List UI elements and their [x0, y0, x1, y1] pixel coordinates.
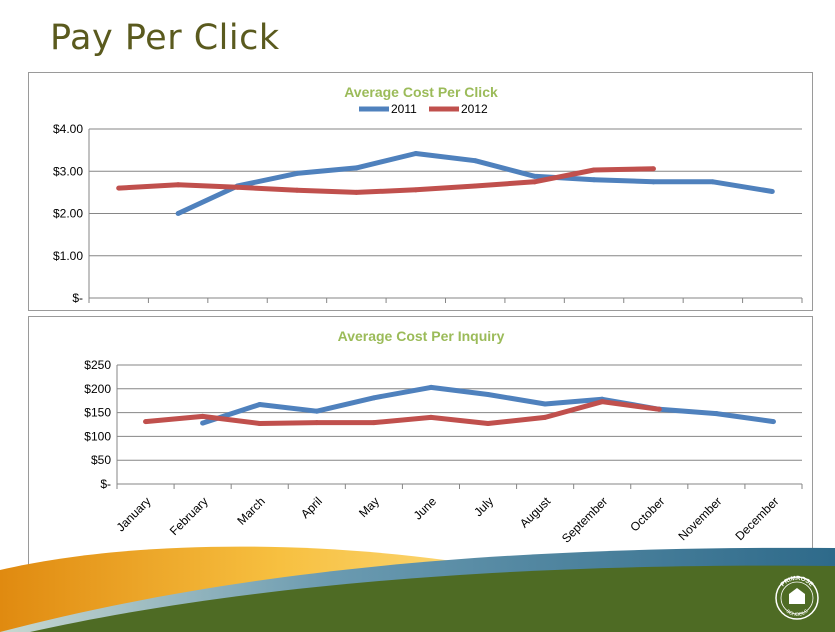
chart-avg-cost-per-inquiry: Average Cost Per Inquiry $- $50 $100 $150 $2…: [28, 316, 813, 594]
y-tick-label: $150: [84, 406, 111, 420]
data-point-2011: [200, 420, 206, 426]
slide-title: Pay Per Click: [50, 18, 280, 58]
y-tick-label: $4.00: [53, 122, 83, 136]
data-point-2011: [770, 419, 776, 425]
data-point-2011: [591, 177, 597, 183]
y-tick-label: $100: [84, 429, 111, 443]
data-point-2012: [353, 189, 359, 195]
legend-label-2011: 2011: [391, 102, 417, 116]
data-point-2011: [485, 392, 491, 398]
green-wave: [30, 565, 835, 632]
chart-title: Average Cost Per Inquiry: [338, 328, 505, 344]
data-point-2011: [294, 170, 300, 176]
data-point-2011: [710, 179, 716, 185]
x-tick-label: March: [234, 494, 267, 527]
chart-title: Average Cost Per Click: [344, 84, 498, 100]
x-tick-label: August: [517, 494, 554, 531]
data-point-2012: [532, 179, 538, 185]
x-tick-label: October: [627, 494, 667, 534]
data-point-2011: [314, 408, 320, 414]
data-point-2012: [428, 414, 434, 420]
data-point-2011: [650, 179, 656, 185]
x-tick-label: January: [114, 494, 154, 534]
data-point-2011: [769, 189, 775, 195]
data-point-2012: [599, 399, 605, 405]
data-point-2012: [235, 184, 241, 190]
series-line-2012: [145, 399, 660, 426]
y-tick-label: $2.00: [53, 207, 83, 221]
legend-label-2012: 2012: [461, 102, 488, 116]
x-tick-label: December: [733, 494, 782, 543]
data-point-2011: [257, 402, 263, 408]
data-point-2012: [413, 187, 419, 193]
data-point-2012: [143, 419, 149, 425]
data-point-2011: [175, 211, 181, 216]
data-point-2011: [542, 401, 548, 407]
data-point-2012: [294, 187, 300, 193]
schoolhouse-icon: [789, 588, 805, 604]
x-tick-label: May: [356, 494, 382, 520]
y-tick-label: $50: [91, 453, 111, 467]
series-line-2012: [118, 166, 654, 195]
data-point-2012: [650, 166, 656, 172]
legend: 2011 2012: [359, 102, 488, 116]
data-point-2012: [472, 183, 478, 189]
data-point-2012: [257, 421, 263, 427]
data-point-2012: [591, 167, 597, 173]
x-tick-label: November: [675, 494, 724, 543]
y-tick-label: $-: [100, 477, 111, 491]
logo-bottom-text: SCHOOLS: [785, 608, 810, 618]
x-tick-label: April: [298, 494, 325, 521]
cost-per-click-plot: Average Cost Per Click 2011 2012 $- $1.00…: [53, 84, 803, 305]
data-point-2011: [353, 165, 359, 171]
data-point-2011: [428, 384, 434, 390]
x-tick-label: July: [471, 494, 496, 519]
cost-per-inquiry-plot: Average Cost Per Inquiry $- $50 $100 $150 $2…: [84, 328, 803, 546]
y-tick-label: $-: [72, 291, 83, 305]
y-tick-label: $3.00: [53, 164, 83, 178]
primrose-logo: PRIMROSE SCHOOLS: [775, 576, 819, 620]
data-point-2012: [314, 420, 320, 426]
x-tick-label: February: [167, 494, 211, 538]
data-point-2011: [713, 411, 719, 417]
data-point-2012: [116, 185, 122, 191]
x-tick-label: June: [411, 494, 440, 523]
data-point-2012: [200, 413, 206, 419]
data-point-2012: [542, 414, 548, 420]
data-point-2011: [472, 158, 478, 164]
data-point-2011: [371, 395, 377, 401]
data-point-2011: [413, 151, 419, 157]
data-point-2012: [175, 182, 181, 188]
data-point-2012: [485, 421, 491, 427]
x-tick-label: September: [559, 494, 610, 545]
data-point-2012: [656, 406, 662, 412]
footer-decoration: PRIMROSE SCHOOLS: [0, 546, 835, 632]
chart-avg-cost-per-click: Average Cost Per Click 2011 2012 $- $1.00…: [28, 72, 813, 311]
data-point-2012: [371, 420, 377, 426]
y-tick-label: $200: [84, 382, 111, 396]
svg-text:SCHOOLS: SCHOOLS: [785, 608, 810, 618]
y-tick-label: $250: [84, 358, 111, 372]
y-tick-label: $1.00: [53, 249, 83, 263]
data-point-2011: [532, 173, 538, 179]
